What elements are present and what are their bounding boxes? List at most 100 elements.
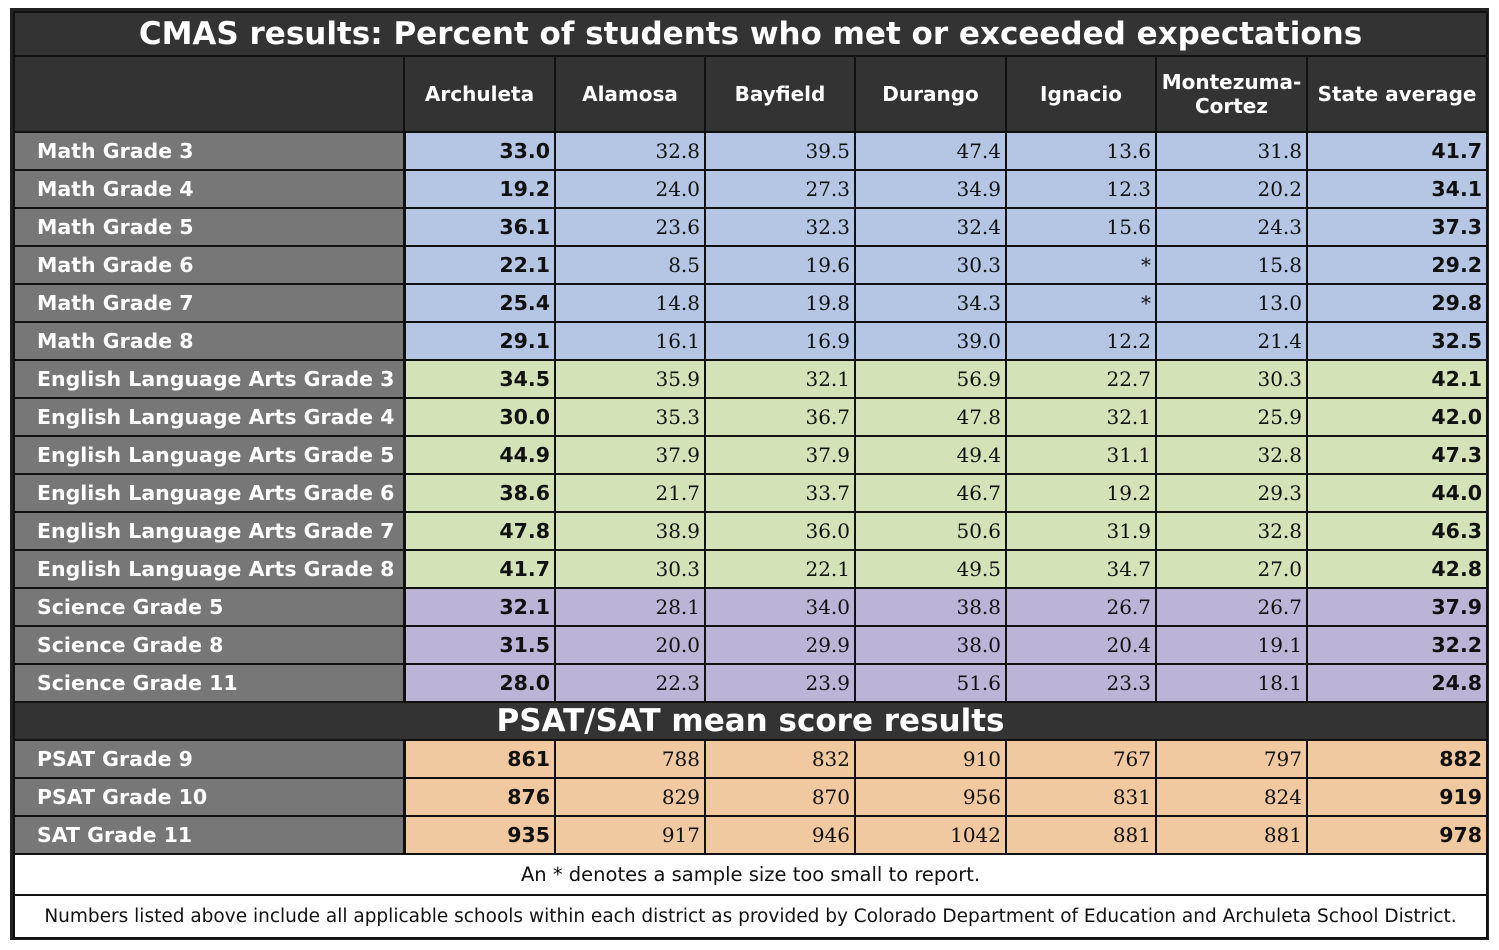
cell-archuleta: 935 — [402, 815, 556, 855]
cell-durango: 50.6 — [854, 511, 1007, 551]
cell-montezuma: 19.1 — [1155, 625, 1308, 665]
cell-durango: 38.0 — [854, 625, 1007, 665]
cell-archuleta: 29.1 — [402, 321, 556, 361]
cell-alamosa: 35.9 — [554, 359, 706, 399]
column-header-bayfield: Bayfield — [704, 55, 856, 133]
cell-montezuma: 26.7 — [1155, 587, 1308, 627]
cell-bayfield: 16.9 — [704, 321, 856, 361]
cell-alamosa: 20.0 — [554, 625, 706, 665]
cell-durango: 34.3 — [854, 283, 1007, 323]
cell-alamosa: 38.9 — [554, 511, 706, 551]
cell-montezuma: 13.0 — [1155, 283, 1308, 323]
row-label: PSAT Grade 9 — [13, 739, 406, 779]
cell-ignacio: 31.1 — [1005, 435, 1157, 475]
cell-bayfield: 32.1 — [704, 359, 856, 399]
cell-durango: 46.7 — [854, 473, 1007, 513]
cell-alamosa: 37.9 — [554, 435, 706, 475]
cell-state: 42.1 — [1305, 359, 1489, 399]
cell-state: 882 — [1305, 739, 1489, 779]
column-header-montezuma: Montezuma- Cortez — [1155, 55, 1308, 133]
cell-archuleta: 32.1 — [402, 587, 556, 627]
cell-bayfield: 23.9 — [704, 663, 856, 703]
cell-state: 919 — [1305, 777, 1489, 817]
cell-montezuma: 797 — [1155, 739, 1308, 779]
cell-archuleta: 25.4 — [402, 283, 556, 323]
cell-montezuma: 21.4 — [1155, 321, 1308, 361]
cell-ignacio: 831 — [1005, 777, 1157, 817]
cell-ignacio: 12.3 — [1005, 169, 1157, 209]
cell-durango: 49.5 — [854, 549, 1007, 589]
row-label: English Language Arts Grade 8 — [13, 549, 406, 589]
cell-ignacio: 22.7 — [1005, 359, 1157, 399]
cell-durango: 30.3 — [854, 245, 1007, 285]
row-label: Science Grade 5 — [13, 587, 406, 627]
cmas-row: Science Grade 11 28.0 22.3 23.9 51.6 23.3 18.1… — [13, 663, 1489, 703]
cell-archuleta: 34.5 — [402, 359, 556, 399]
cell-alamosa: 30.3 — [554, 549, 706, 589]
cell-bayfield: 36.0 — [704, 511, 856, 551]
cell-montezuma: 29.3 — [1155, 473, 1308, 513]
cell-alamosa: 14.8 — [554, 283, 706, 323]
sat-section-title: PSAT/SAT mean score results — [12, 701, 1489, 741]
cell-durango: 51.6 — [854, 663, 1007, 703]
cell-bayfield: 32.3 — [704, 207, 856, 247]
cell-state: 42.0 — [1305, 397, 1489, 437]
cell-state: 37.9 — [1305, 587, 1489, 627]
cell-ignacio: 26.7 — [1005, 587, 1157, 627]
row-label: Math Grade 6 — [13, 245, 406, 285]
cell-bayfield: 19.6 — [704, 245, 856, 285]
row-label: English Language Arts Grade 3 — [13, 359, 406, 399]
cell-alamosa: 22.3 — [554, 663, 706, 703]
cell-alamosa: 16.1 — [554, 321, 706, 361]
column-header-state: State average — [1305, 55, 1489, 133]
cell-bayfield: 832 — [704, 739, 856, 779]
cell-ignacio: 12.2 — [1005, 321, 1157, 361]
cell-archuleta: 47.8 — [402, 511, 556, 551]
cell-bayfield: 22.1 — [704, 549, 856, 589]
cell-ignacio: * — [1005, 283, 1157, 323]
cell-archuleta: 33.0 — [402, 131, 556, 171]
cell-state: 37.3 — [1305, 207, 1489, 247]
cell-ignacio: 19.2 — [1005, 473, 1157, 513]
cell-alamosa: 917 — [554, 815, 706, 855]
cell-alamosa: 8.5 — [554, 245, 706, 285]
cell-archuleta: 36.1 — [402, 207, 556, 247]
cell-montezuma: 25.9 — [1155, 397, 1308, 437]
cmas-row: Math Grade 6 22.1 8.5 19.6 30.3 * 15.8 29.2 — [13, 245, 1489, 285]
cell-durango: 32.4 — [854, 207, 1007, 247]
row-label: English Language Arts Grade 5 — [13, 435, 406, 475]
row-label: Math Grade 8 — [13, 321, 406, 361]
cell-alamosa: 28.1 — [554, 587, 706, 627]
column-header-durango: Durango — [854, 55, 1007, 133]
cell-durango: 956 — [854, 777, 1007, 817]
cell-state: 24.8 — [1305, 663, 1489, 703]
cell-archuleta: 876 — [402, 777, 556, 817]
column-header-archuleta: Archuleta — [403, 55, 556, 133]
row-label: Science Grade 8 — [13, 625, 406, 665]
cell-archuleta: 28.0 — [402, 663, 556, 703]
row-label: PSAT Grade 10 — [13, 777, 406, 817]
source-note: Numbers listed above include all applica… — [12, 894, 1489, 939]
cell-state: 32.2 — [1305, 625, 1489, 665]
cell-durango: 56.9 — [854, 359, 1007, 399]
table-title: CMAS results: Percent of students who me… — [12, 11, 1489, 57]
cell-montezuma: 18.1 — [1155, 663, 1308, 703]
cell-state: 42.8 — [1305, 549, 1489, 589]
cell-ignacio: 20.4 — [1005, 625, 1157, 665]
cell-alamosa: 23.6 — [554, 207, 706, 247]
cell-archuleta: 41.7 — [402, 549, 556, 589]
row-label: Math Grade 4 — [13, 169, 406, 209]
cell-durango: 34.9 — [854, 169, 1007, 209]
cell-bayfield: 37.9 — [704, 435, 856, 475]
results-table-frame: CMAS results: Percent of students who me… — [10, 8, 1489, 940]
row-label: Math Grade 3 — [13, 131, 406, 171]
cell-ignacio: * — [1005, 245, 1157, 285]
cell-montezuma: 15.8 — [1155, 245, 1308, 285]
cell-bayfield: 27.3 — [704, 169, 856, 209]
cell-ignacio: 32.1 — [1005, 397, 1157, 437]
cell-ignacio: 15.6 — [1005, 207, 1157, 247]
cell-state: 41.7 — [1305, 131, 1489, 171]
cell-montezuma: 27.0 — [1155, 549, 1308, 589]
cell-montezuma: 824 — [1155, 777, 1308, 817]
row-label: English Language Arts Grade 4 — [13, 397, 406, 437]
